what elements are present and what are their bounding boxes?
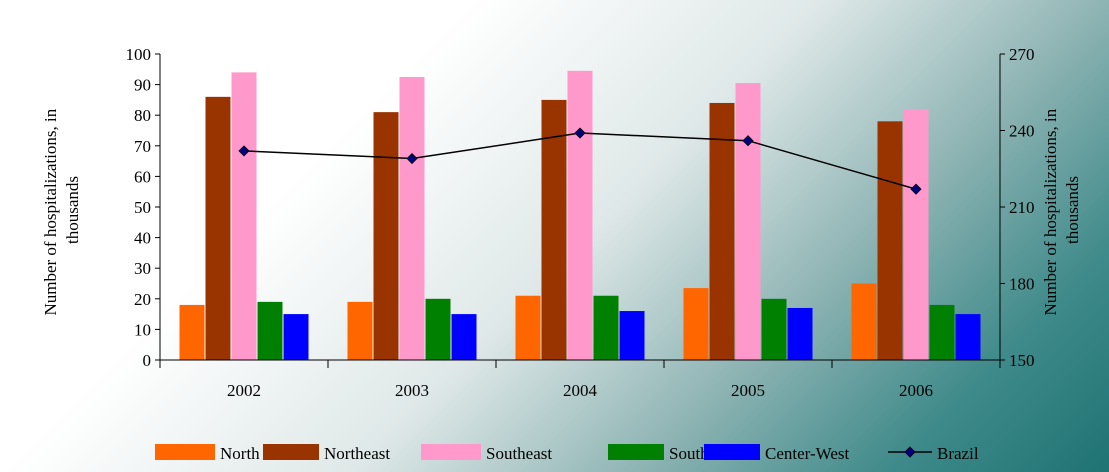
legend-label-southeast: Southeast <box>486 444 552 463</box>
x-tick-label: 2005 <box>731 381 765 400</box>
bar-southeast-2006 <box>903 109 929 360</box>
legend-label-northeast: Northeast <box>324 444 390 463</box>
bar-south-2005 <box>761 298 787 360</box>
y-tick-label-left: 50 <box>134 198 151 217</box>
legend-label-center-west: Center-West <box>765 444 849 463</box>
y-tick-label-left: 60 <box>134 167 151 186</box>
y-tick-label-right: 150 <box>1009 351 1035 370</box>
x-tick-label: 2002 <box>227 381 261 400</box>
bar-center-west-2005 <box>787 307 813 360</box>
y-axis-label-right: Number of hospitalizations, in thousands <box>1041 104 1082 315</box>
bar-north-2006 <box>851 283 877 360</box>
bar-northeast-2003 <box>373 112 399 360</box>
axes <box>155 53 1005 368</box>
bar-southeast-2004 <box>567 70 593 360</box>
bar-south-2003 <box>425 298 451 360</box>
y-tick-label-right: 180 <box>1009 275 1035 294</box>
y-tick-label-right: 210 <box>1009 198 1035 217</box>
y-tick-label-left: 20 <box>134 290 151 309</box>
y-tick-label-left: 0 <box>143 351 152 370</box>
bar-northeast-2005 <box>709 102 735 361</box>
x-tick-label: 2003 <box>395 381 429 400</box>
bar-northeast-2002 <box>205 96 231 360</box>
y-tick-label-left: 40 <box>134 229 151 248</box>
legend-swatch-center-west <box>704 444 760 460</box>
y-tick-label-left: 90 <box>134 76 151 95</box>
y-tick-label-left: 100 <box>126 45 152 64</box>
point-brazil-2004 <box>574 127 586 139</box>
y-tick-label-left: 70 <box>134 137 151 156</box>
y-tick-label-left: 10 <box>134 320 151 339</box>
legend-swatch-north <box>155 444 215 460</box>
legend-label-brazil: Brazil <box>937 444 979 463</box>
bar-north-2004 <box>515 295 541 360</box>
bar-north-2002 <box>179 304 205 360</box>
bar-center-west-2003 <box>451 314 477 360</box>
brazil-line <box>238 127 922 195</box>
bar-north-2003 <box>347 301 373 360</box>
bar-north-2005 <box>683 288 709 360</box>
bar-northeast-2006 <box>877 121 903 360</box>
x-tick-label: 2006 <box>899 381 933 400</box>
legend-label-north: North <box>220 444 260 463</box>
bar-northeast-2004 <box>541 99 567 361</box>
bars <box>179 70 981 361</box>
point-brazil-2003 <box>406 152 418 165</box>
bar-south-2004 <box>593 295 619 360</box>
bar-southeast-2005 <box>735 83 761 360</box>
y-tick-label-right: 240 <box>1009 122 1035 141</box>
bar-center-west-2002 <box>283 314 309 360</box>
bar-south-2002 <box>257 301 283 360</box>
bar-center-west-2004 <box>619 311 645 360</box>
legend: North Northeast Southeast South Center-West B… <box>155 444 979 463</box>
y-tick-label-right: 270 <box>1009 45 1035 64</box>
y-tick-label-left: 80 <box>134 106 151 125</box>
bar-southeast-2002 <box>231 72 257 361</box>
point-brazil-2006 <box>910 183 922 195</box>
x-tick-label: 2004 <box>563 381 598 400</box>
legend-swatch-southeast <box>421 444 481 460</box>
tick-labels: 0 10 20 30 40 50 60 70 80 90 100 150 180 210 240 270 200… <box>126 45 1035 400</box>
point-brazil-2002 <box>238 145 250 157</box>
bar-southeast-2003 <box>399 76 425 360</box>
y-tick-label-left: 30 <box>134 259 151 278</box>
legend-swatch-northeast <box>263 444 319 460</box>
bar-south-2006 <box>929 304 955 360</box>
bar-center-west-2006 <box>955 314 981 360</box>
legend-swatch-south <box>608 444 664 460</box>
y-axis-label-left: Number of hospitalizations, in thousands <box>41 104 82 315</box>
legend-label-south: South <box>669 444 709 463</box>
point-brazil-2005 <box>742 135 754 147</box>
legend-marker-brazil <box>904 446 916 458</box>
